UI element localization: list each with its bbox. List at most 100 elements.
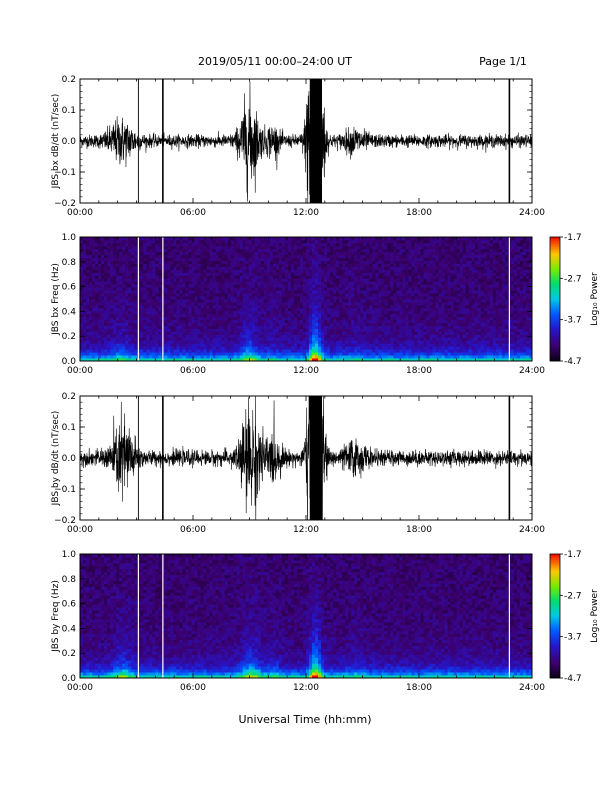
spectrogram-cell	[194, 242, 198, 247]
spectrogram-cell	[287, 331, 292, 335]
spectrogram-cell	[369, 239, 373, 244]
spectrogram-cell	[170, 296, 174, 300]
spectrogram-cell	[107, 319, 111, 324]
spectrogram-cell	[188, 334, 192, 338]
spectrogram-cell	[287, 304, 292, 309]
spectrogram-cell	[119, 343, 123, 347]
spectrogram-cell	[293, 248, 298, 253]
spectrogram-cell	[318, 239, 322, 244]
spectrogram-cell	[149, 287, 153, 291]
spectrogram-cell	[266, 269, 271, 273]
spectrogram-cell	[420, 242, 424, 247]
spectrogram-cell	[275, 278, 280, 282]
spectrogram-cell	[173, 343, 177, 347]
spectrogram-cell	[233, 272, 238, 276]
spectrogram-cell	[95, 266, 99, 270]
spectrogram-cell	[269, 275, 274, 279]
spectrogram-cell	[278, 266, 283, 270]
spectrogram-cell	[239, 296, 244, 300]
spectrogram-cell	[405, 349, 409, 353]
spectrogram-cell	[354, 334, 358, 338]
spectrogram-cell	[306, 257, 310, 262]
spectrogram-cell	[191, 313, 195, 318]
spectrogram-cell	[101, 245, 105, 250]
spectrogram-cell	[92, 257, 96, 262]
spectrogram-cell	[107, 328, 111, 332]
spectrogram-cell	[203, 322, 207, 326]
spectrogram-cell	[92, 352, 96, 356]
spectrogram-cell	[287, 340, 292, 344]
spectrogram-cell	[357, 263, 361, 267]
spectrogram-cell	[290, 299, 295, 303]
spectrogram-cell	[426, 349, 430, 353]
spectrogram-cell	[206, 319, 210, 324]
spectrogram-cell	[278, 260, 283, 264]
spectrogram-cell	[393, 263, 397, 267]
spectrogram-cell	[348, 293, 352, 297]
spectrogram-cell	[95, 325, 99, 329]
spectrogram-cell	[287, 281, 292, 285]
spectrogram-cell	[170, 293, 174, 297]
spectrogram-cell	[185, 313, 189, 318]
spectrogram-cell	[104, 301, 108, 306]
spectrogram-cell	[125, 313, 129, 318]
spectrogram-cell	[140, 358, 144, 362]
spectrogram-cell	[98, 272, 102, 276]
spectrogram-cell	[278, 296, 283, 300]
spectrogram-cell	[251, 334, 256, 338]
spectrogram-cell	[360, 269, 364, 273]
spectrogram-cell	[287, 245, 292, 250]
spectrogram-cell	[206, 310, 210, 315]
spectrogram-cell	[312, 358, 316, 362]
spectrogram-cell	[149, 334, 153, 338]
spectrogram-cell	[188, 266, 192, 270]
spectrogram-cell	[221, 334, 226, 338]
spectrogram-cell	[233, 281, 238, 285]
spectrogram-cell	[309, 272, 313, 276]
spectrogram-cell	[80, 322, 84, 326]
spectrogram-cell	[263, 254, 268, 259]
spectrogram-cell	[342, 272, 346, 276]
spectrogram-cell	[131, 358, 135, 362]
spectrogram-cell	[101, 307, 105, 312]
spectrogram-cell	[242, 337, 247, 341]
spectrogram-cell	[339, 263, 343, 267]
spectrogram-cell	[197, 245, 201, 250]
spectrogram-cell	[318, 248, 322, 253]
spectrogram-cell	[233, 340, 238, 344]
spectrogram-cell	[423, 242, 427, 247]
spectrogram-cell	[236, 319, 241, 324]
spectrogram-cell	[143, 307, 147, 312]
spectrogram-cell	[299, 287, 304, 291]
spectrogram-cell	[164, 272, 168, 276]
spectrogram-cell	[80, 260, 84, 264]
spectrogram-cell	[230, 304, 235, 309]
spectrogram-cell	[149, 328, 153, 332]
spectrogram-cell	[354, 284, 358, 288]
spectrogram-cell	[236, 254, 241, 259]
spectrogram-cell	[278, 239, 283, 244]
spectrogram-cell	[396, 313, 400, 318]
spectrogram-cell	[83, 304, 87, 309]
spectrogram-cell	[218, 310, 223, 315]
spectrogram-cell	[275, 340, 280, 344]
spectrogram-cell	[360, 254, 364, 259]
spectrogram-cell	[143, 337, 147, 341]
spectrogram-cell	[242, 257, 247, 262]
spectrogram-cell	[245, 299, 250, 303]
spectrogram-cell	[348, 296, 352, 300]
spectrogram-cell	[170, 319, 174, 324]
spectrogram-cell	[272, 269, 277, 273]
spectrogram-cell	[110, 237, 114, 241]
spectrogram-cell	[426, 313, 430, 318]
spectrogram-cell	[402, 278, 406, 282]
spectrogram-cell	[83, 355, 87, 359]
spectrogram-cell	[158, 251, 162, 256]
spectrogram-cell	[176, 287, 180, 291]
spectrogram-cell	[414, 251, 418, 256]
spectrogram-cell	[158, 355, 162, 359]
spectrogram-cell	[278, 331, 283, 335]
spectrogram-cell	[387, 257, 391, 262]
spectrogram-cell	[263, 237, 268, 241]
spectrogram-cell	[426, 322, 430, 326]
